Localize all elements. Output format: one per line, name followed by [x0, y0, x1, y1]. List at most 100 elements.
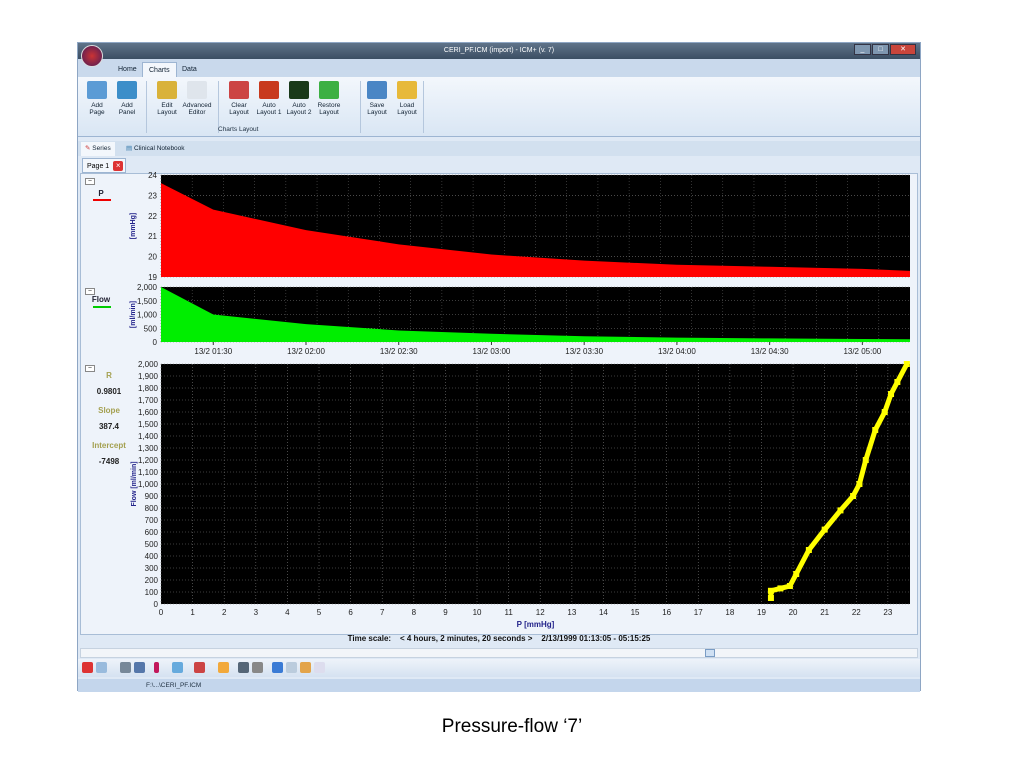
flow-x-tick-label: 13/2 02:30	[380, 347, 418, 356]
table-icon[interactable]	[172, 662, 183, 673]
app-window: CERI_PF.ICM (import) - ICM+ (v. 7) _ □ ✕…	[77, 42, 921, 692]
flow-x-tick-label: 13/2 05:00	[843, 347, 881, 356]
flow-x-tick-label: 13/2 04:30	[751, 347, 789, 356]
divider	[218, 81, 219, 133]
scatter-x-tick-label: 10	[473, 608, 482, 617]
collapse-p-panel-button[interactable]: –	[85, 178, 95, 185]
maximize-button[interactable]: □	[872, 44, 889, 55]
print-icon[interactable]	[120, 662, 131, 673]
flow-legend-line	[93, 306, 111, 308]
scatter-x-tick-label: 16	[662, 608, 671, 617]
minimize-button[interactable]: _	[854, 44, 871, 55]
p-signal-label[interactable]: P	[98, 189, 104, 198]
scatter-x-tick-label: 8	[412, 608, 417, 617]
ribbon-button-label: Save Layout	[367, 102, 387, 116]
r-label: R	[106, 371, 112, 380]
filter-icon[interactable]	[272, 662, 283, 673]
close-icon[interactable]	[82, 662, 93, 673]
pressure-flow-point	[821, 526, 828, 533]
cursor-icon[interactable]	[154, 662, 159, 673]
title-bar: CERI_PF.ICM (import) - ICM+ (v. 7)	[78, 43, 920, 59]
advanced-editor-icon	[187, 81, 207, 99]
pressure-flow-point	[805, 547, 812, 553]
clear-layout-icon	[229, 81, 249, 99]
load-layout-button[interactable]: Load Layout	[392, 81, 422, 116]
scatter-y-tick-label: 2,000	[138, 360, 159, 369]
flow-y-tick-label: 1,000	[137, 311, 158, 320]
collapse-flow-panel-button[interactable]: –	[85, 288, 95, 295]
horizontal-scrollbar[interactable]	[80, 648, 918, 658]
tab-charts[interactable]: Charts	[142, 62, 177, 77]
chart-toolbar	[78, 659, 920, 677]
pressure-flow-point	[850, 493, 857, 499]
chart-type-icon[interactable]	[96, 662, 107, 673]
ribbon-button-label: Auto Layout 1	[256, 102, 282, 116]
calculator-icon[interactable]	[252, 662, 263, 673]
scatter-y-tick-label: 700	[145, 516, 159, 525]
pressure-flow-point	[894, 379, 901, 385]
marker-icon[interactable]	[300, 662, 311, 673]
scatter-y-tick-label: 1,500	[138, 420, 159, 429]
clear-layout-button[interactable]: Clear Layout	[224, 81, 254, 116]
pressure-flow-point	[862, 457, 869, 463]
scatter-y-tick-label: 800	[145, 504, 159, 513]
zoom-icon[interactable]	[218, 662, 229, 673]
scatter-y-tick-label: 400	[145, 552, 159, 561]
flow-x-tick-label: 13/2 03:30	[565, 347, 603, 356]
auto-layout-1-icon	[259, 81, 279, 99]
restore-layout-button[interactable]: Restore Layout	[314, 81, 344, 116]
layout-icon[interactable]	[238, 662, 249, 673]
app-logo[interactable]	[81, 45, 103, 67]
intercept-label: Intercept	[92, 441, 126, 450]
flow-signal-label[interactable]: Flow	[91, 295, 111, 304]
export-icon[interactable]	[194, 662, 205, 673]
tab-page-1[interactable]: Page 1 ×	[82, 158, 127, 173]
tab-notebook-label: Clinical Notebook	[133, 145, 185, 152]
ribbon-button-label: Edit Layout	[157, 102, 177, 116]
p-legend-line	[93, 199, 111, 201]
pressure-y-tick-label: 19	[148, 273, 157, 282]
pressure-y-tick-label: 21	[148, 232, 157, 241]
slide-caption: Pressure-flow ‘7’	[441, 716, 583, 737]
scatter-y-tick-label: 0	[154, 600, 159, 609]
ribbon-button-label: Auto Layout 2	[286, 102, 312, 116]
tab-series-label: Series	[92, 145, 111, 152]
close-button[interactable]: ✕	[890, 44, 916, 55]
collapse-scatter-panel-button[interactable]: –	[85, 365, 95, 372]
edit-layout-button[interactable]: Edit Layout	[152, 81, 182, 116]
slope-label: Slope	[98, 406, 120, 415]
ribbon-button-label: Add Panel	[118, 102, 136, 116]
auto-layout-1-button[interactable]: Auto Layout 1	[254, 81, 284, 116]
pressure-flow-point	[793, 571, 800, 577]
tab-home[interactable]: Home	[118, 66, 137, 73]
add-panel-icon	[117, 81, 137, 99]
save-icon[interactable]	[134, 662, 145, 673]
save-layout-button[interactable]: Save Layout	[362, 81, 392, 116]
auto-layout-2-button[interactable]: Auto Layout 2	[284, 81, 314, 116]
scatter-x-tick-label: 6	[348, 608, 353, 617]
pressure-y-tick-label: 23	[148, 191, 157, 200]
scrollbar-thumb[interactable]	[705, 649, 715, 657]
flow-x-tick-label: 13/2 01:30	[194, 347, 232, 356]
scatter-x-tick-label: 1	[190, 608, 195, 617]
flow-x-tick-label: 13/2 03:00	[473, 347, 511, 356]
scatter-x-tick-label: 18	[725, 608, 734, 617]
tab-clinical-notebook[interactable]: ▤ Clinical Notebook	[122, 142, 189, 156]
notebook-icon: ▤	[126, 145, 134, 152]
add-page-button[interactable]: Add Page	[82, 81, 112, 116]
note-icon[interactable]	[314, 662, 325, 673]
close-page-icon[interactable]: ×	[113, 161, 124, 171]
pen-icon[interactable]	[286, 662, 297, 673]
scatter-y-tick-label: 1,900	[138, 372, 159, 381]
scatter-y-tick-label: 1,400	[138, 432, 159, 441]
tab-data[interactable]: Data	[182, 66, 197, 73]
advanced-editor-button[interactable]: Advanced Editor	[182, 81, 212, 116]
scatter-y-tick-label: 1,100	[138, 468, 159, 477]
scatter-x-tick-label: 17	[694, 608, 703, 617]
slope-value: 387.4	[98, 422, 120, 431]
add-panel-button[interactable]: Add Panel	[112, 81, 142, 116]
tab-series[interactable]: ✎ Series	[81, 142, 115, 156]
ribbon: Add Page Add Panel Edit Layout Advanced Edi…	[78, 77, 920, 137]
flow-y-axis-label: [ml/min]	[130, 301, 137, 328]
scatter-x-tick-label: 3	[254, 608, 259, 617]
